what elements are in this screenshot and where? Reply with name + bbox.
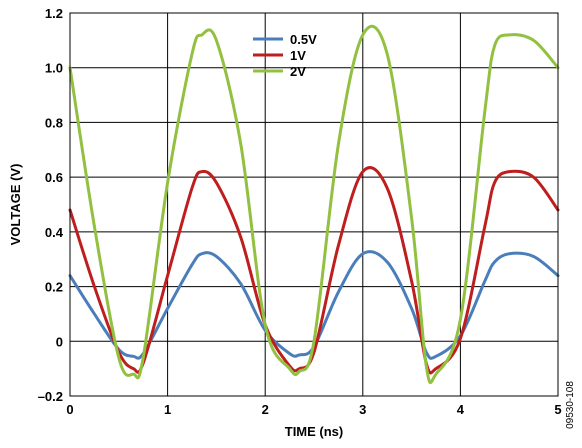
x-tick-label: 1 — [164, 402, 171, 417]
x-tick-label: 4 — [457, 402, 465, 417]
plot-series — [68, 24, 560, 385]
x-tick-labels: 0 1 2 3 4 5 — [66, 402, 561, 417]
y-tick-label: –0.2 — [38, 389, 63, 404]
y-tick-labels: –0.2 0 0.2 0.4 0.6 0.8 1.0 1.2 — [38, 6, 64, 404]
y-tick-label: 0 — [56, 334, 63, 349]
y-tick-label: 1.0 — [45, 61, 63, 76]
y-tick-label: 0.6 — [45, 170, 63, 185]
legend-label: 0.5V — [290, 32, 317, 47]
x-tick-label: 3 — [359, 402, 366, 417]
y-tick-label: 1.2 — [45, 6, 63, 21]
figure-id: 09530-108 — [565, 381, 576, 429]
legend-label: 2V — [290, 64, 306, 79]
legend-label: 1V — [290, 48, 306, 63]
y-tick-label: 0.8 — [45, 115, 63, 130]
y-tick-label: 0.4 — [45, 225, 64, 240]
x-tick-label: 5 — [554, 402, 561, 417]
y-tick-label: 0.2 — [45, 280, 63, 295]
x-tick-label: 2 — [262, 402, 269, 417]
plot-frame — [69, 12, 559, 397]
x-tick-label: 0 — [66, 402, 73, 417]
y-axis-label: VOLTAGE (V) — [8, 164, 23, 246]
series-line-2 — [68, 24, 560, 385]
x-axis-label: TIME (ns) — [285, 424, 344, 439]
